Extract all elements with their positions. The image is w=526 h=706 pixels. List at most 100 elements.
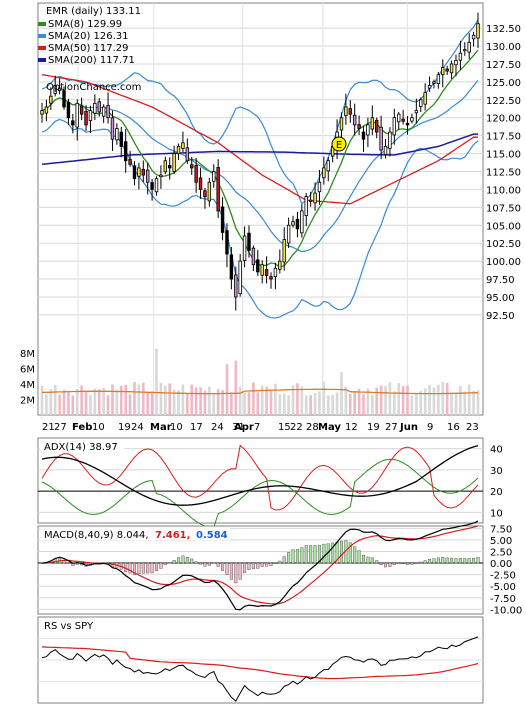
volume-bar — [155, 348, 158, 415]
volume-tick-label: 4M — [20, 380, 35, 391]
rs-line — [41, 636, 479, 702]
macd-hist-bar — [251, 562, 255, 570]
macd-hist-bar — [401, 562, 405, 564]
adx-panel: 40 30 20 10 ADX(14) 38.97 — [37, 437, 503, 528]
macd-y-axis: 7.505.002.500.00-2.50-5.00-7.50-10.00 — [490, 524, 522, 616]
candle-body — [357, 124, 361, 129]
macd-hist-bar — [181, 555, 185, 564]
volume-bar — [397, 383, 401, 415]
candle-body — [97, 101, 101, 113]
macd-hist-bar — [273, 562, 277, 564]
macd-title-bg — [40, 528, 230, 540]
candle-body — [260, 264, 264, 276]
volume-bar — [304, 395, 308, 415]
price-vertical-grid — [77, 3, 408, 415]
candle-body — [229, 254, 234, 280]
volume-bar — [291, 385, 295, 415]
volume-bar — [256, 392, 260, 415]
volume-bar — [326, 395, 330, 415]
macd-hist-bar — [313, 545, 317, 564]
price-grid — [38, 27, 483, 316]
candle-body — [185, 147, 190, 162]
volume-tick-label: 8M — [20, 349, 35, 360]
volume-bar — [432, 387, 436, 415]
rs-panel: RS vs SPY — [37, 616, 484, 704]
macd-hist-bar — [300, 547, 304, 564]
candle-body — [352, 114, 357, 126]
candle-body — [220, 206, 225, 233]
price-tick-label: 132.50 — [486, 24, 521, 35]
candle-body — [300, 210, 304, 234]
adx-grid — [38, 448, 483, 513]
candle-body — [176, 146, 181, 155]
candle-body — [132, 165, 137, 180]
candle-body — [423, 92, 427, 105]
legend-swatch — [38, 58, 46, 62]
candle-body — [432, 81, 436, 84]
x-tick-label: 7 — [254, 422, 260, 433]
volume-bar — [344, 387, 348, 415]
rs-average-line — [41, 646, 479, 680]
candle-body — [62, 90, 66, 108]
candle-body — [471, 34, 476, 40]
volume-bar — [269, 390, 273, 415]
sma20-line — [41, 80, 479, 253]
candle-body — [88, 110, 93, 122]
volume-bar — [124, 384, 127, 415]
candle-body — [436, 74, 441, 85]
candle-body — [71, 120, 75, 126]
macd-hist-bar — [432, 558, 436, 564]
x-tick-label: Jun — [399, 422, 418, 433]
volume-bar — [384, 385, 387, 415]
macd-signal-line — [41, 525, 479, 605]
x-tick-label: 24 — [131, 422, 144, 433]
price-tick-label: 117.50 — [486, 132, 521, 143]
adx-lines — [41, 444, 479, 528]
macd-hist-bar — [322, 543, 326, 564]
macd-hist-label: 0.584 — [196, 530, 228, 541]
volume-bar — [441, 382, 445, 415]
macd-tick-label: -10.00 — [490, 605, 522, 616]
candle-body — [454, 59, 458, 66]
adx-tick-label: 30 — [490, 466, 503, 477]
macd-hist-bar — [353, 546, 357, 564]
chart-title: EMR (daily) 133.11 — [46, 6, 141, 17]
volume-bar — [313, 392, 317, 415]
candlesticks — [40, 12, 480, 311]
volume-bar — [53, 384, 57, 415]
macd-tick-label: 5.00 — [490, 536, 512, 547]
candle-body — [49, 95, 53, 104]
volume-bar — [309, 395, 312, 415]
volume-bar — [393, 391, 396, 415]
adx-minus-di — [41, 444, 479, 511]
candle-body — [308, 199, 313, 202]
macd-hist-bar — [375, 560, 379, 564]
candle-body — [361, 131, 366, 140]
candle-body — [207, 181, 212, 202]
macd-title: MACD(8,40,9) 8.044, — [44, 530, 149, 541]
candle-body — [383, 146, 388, 155]
candle-body — [198, 177, 203, 190]
macd-hist-bar — [247, 562, 251, 570]
adx-plus-di — [41, 458, 479, 528]
volume-bar — [58, 394, 61, 415]
price-tick-label: 95.00 — [486, 293, 515, 304]
volume-bar — [370, 395, 374, 415]
volume-average-line — [41, 388, 479, 395]
adx-y-axis: 40 30 20 10 — [490, 445, 503, 520]
volume-bar — [476, 390, 480, 415]
macd-hist-bar — [450, 557, 454, 564]
volume-bar — [331, 395, 334, 415]
price-tick-label: 107.50 — [486, 203, 521, 214]
volume-bar — [97, 389, 101, 415]
volume-bar — [428, 384, 431, 415]
macd-hist-bar — [317, 544, 321, 564]
macd-hist-bar — [229, 562, 233, 580]
volume-bar — [216, 389, 220, 415]
macd-hist-bar — [370, 557, 374, 564]
macd-hist-bar — [132, 562, 136, 576]
macd-hist-bar — [436, 557, 440, 564]
candle-body — [344, 106, 348, 117]
volume-bar — [102, 387, 105, 415]
